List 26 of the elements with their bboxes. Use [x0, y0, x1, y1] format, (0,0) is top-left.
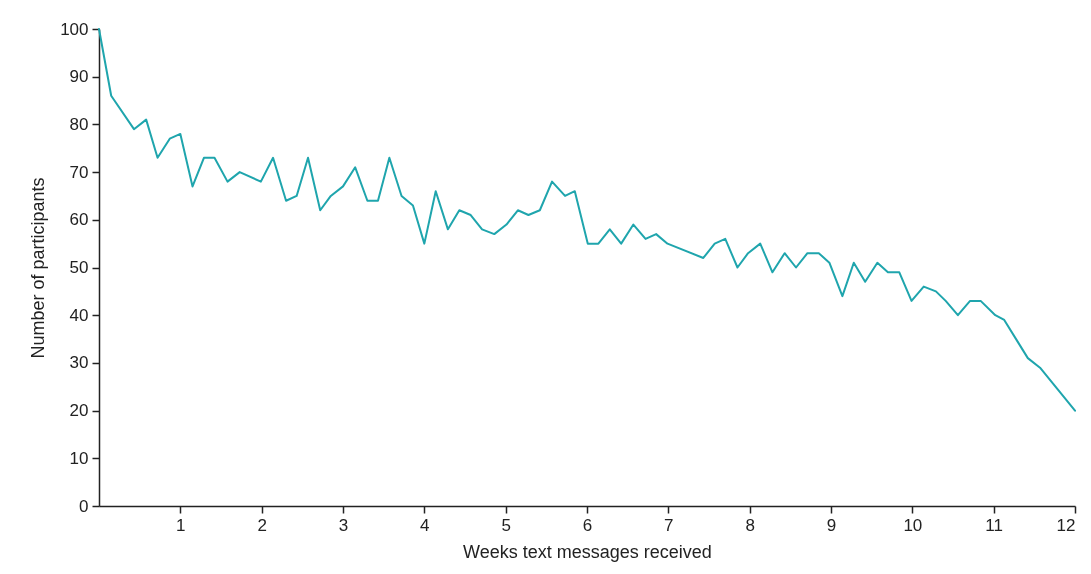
line-series	[98, 28, 1076, 412]
x-tick-label: 3	[338, 515, 349, 535]
y-tick-label: 100	[60, 19, 89, 39]
x-axis-title: Weeks text messages received	[463, 541, 712, 562]
x-tick-label: 8	[745, 515, 755, 535]
x-tick-label: 7	[664, 515, 674, 535]
x-tick-label: 4	[420, 515, 430, 535]
y-tick-label: 70	[69, 162, 89, 182]
x-tick-label: 12	[1056, 515, 1076, 535]
y-tick-label: 0	[79, 496, 89, 516]
y-tick-label: 90	[69, 67, 89, 87]
x-tick-label: 9	[826, 515, 837, 535]
y-tick-label: 30	[69, 353, 89, 373]
x-tick-label: 2	[257, 515, 267, 535]
y-axis-title: Number of participants	[28, 177, 49, 359]
y-tick-label: 20	[69, 401, 89, 421]
y-tick-label: 40	[69, 305, 89, 325]
x-tick-label: 11	[985, 515, 1003, 535]
y-tick-label: 50	[69, 258, 89, 277]
x-tick-label: 6	[582, 515, 593, 535]
x-tick-label: 5	[501, 515, 511, 535]
x-tick-label: 1	[176, 515, 186, 535]
x-tick-label: 10	[903, 515, 923, 535]
y-tick-label: 60	[69, 210, 89, 230]
y-tick-label: 80	[69, 114, 89, 134]
y-tick-label: 10	[69, 448, 89, 468]
